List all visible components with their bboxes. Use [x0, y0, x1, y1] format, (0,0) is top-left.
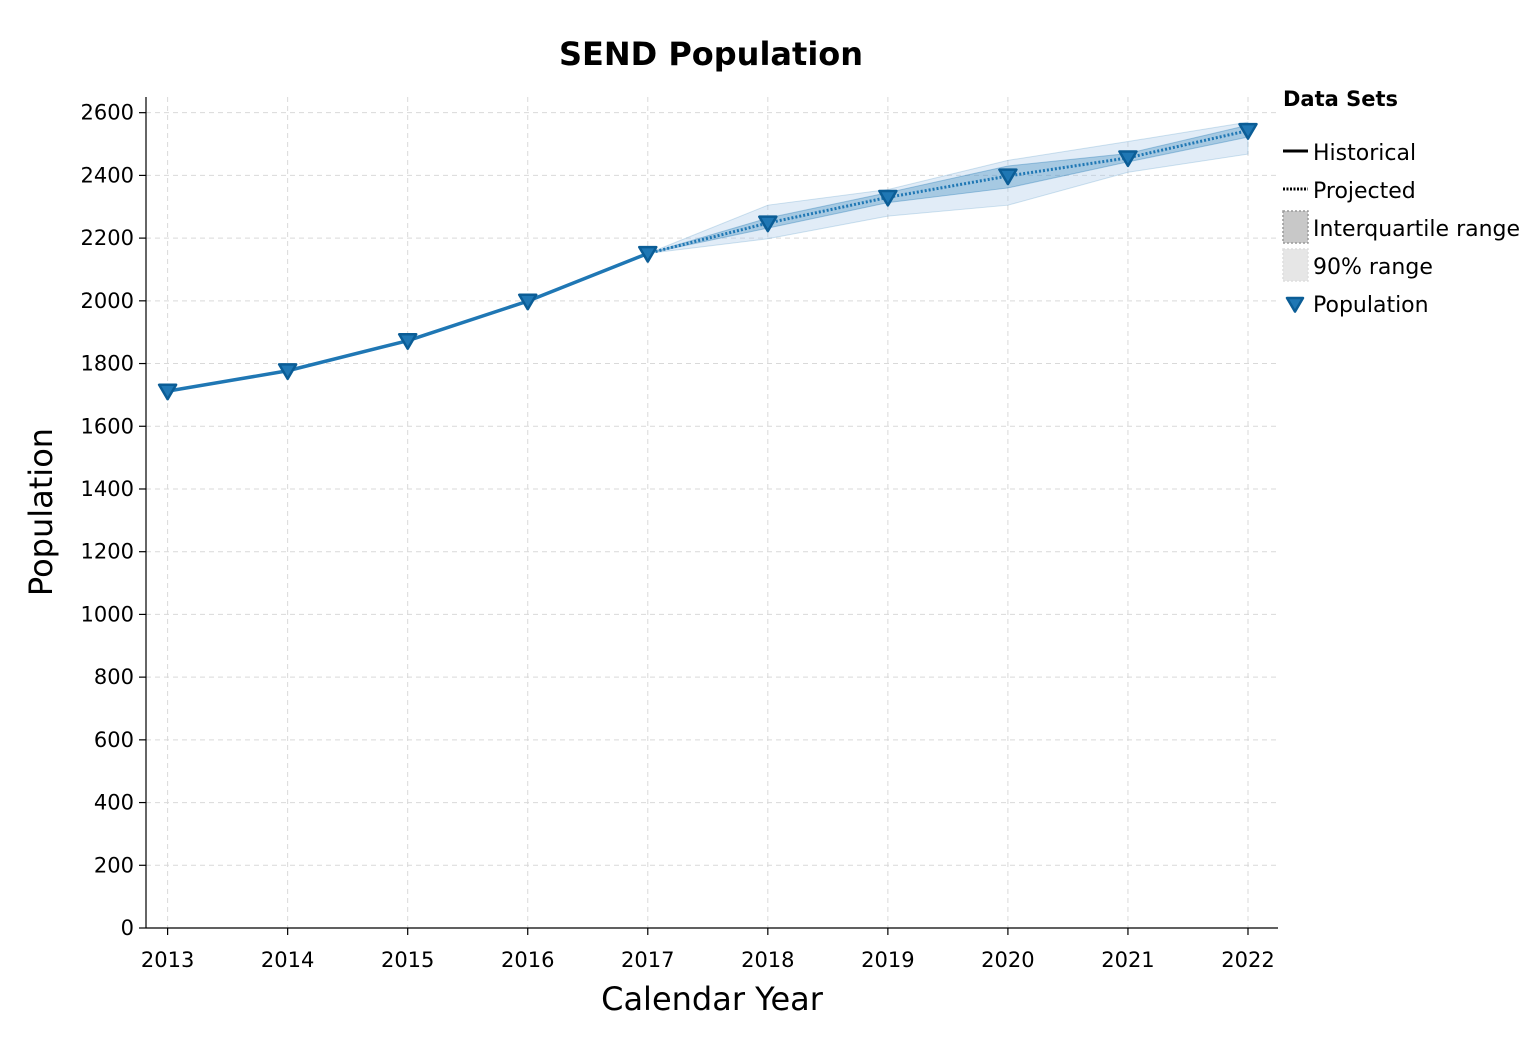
- x-tick-label: 2018: [741, 948, 794, 972]
- y-tick-label: 800: [94, 665, 134, 689]
- population-markers: [157, 122, 1258, 401]
- population-marker: [517, 293, 538, 311]
- y-tick-label: 600: [94, 728, 134, 752]
- y-tick-label: 2400: [81, 163, 134, 187]
- x-tick-label: 2016: [501, 948, 554, 972]
- axes: 0 200 400 600 800 1000 1200 1400 1600 1800 2000 220…: [81, 97, 1278, 972]
- chart-title: SEND Population: [559, 35, 863, 73]
- population-marker: [1118, 150, 1138, 168]
- population-marker: [1238, 122, 1258, 140]
- population-marker: [277, 363, 298, 381]
- y-tick-label: 0: [121, 916, 134, 940]
- y-axis-title: Population: [22, 428, 60, 596]
- population-marker: [998, 168, 1018, 186]
- legend: Data Sets Historical Projected Interquarti…: [1282, 87, 1520, 318]
- legend-swatch-population: [1285, 296, 1305, 313]
- legend-swatch-range-90: [1282, 248, 1309, 282]
- x-tick-label: 2019: [861, 948, 914, 972]
- legend-label: 90% range: [1313, 255, 1433, 280]
- y-tick-label: 200: [94, 853, 134, 877]
- legend-label: Historical: [1313, 141, 1416, 166]
- y-tick-label: 2200: [81, 226, 134, 250]
- legend-label: Projected: [1313, 179, 1416, 204]
- x-tick-label: 2015: [381, 948, 434, 972]
- x-tick-label: 2014: [261, 948, 314, 972]
- legend-swatch-interquartile: [1282, 210, 1309, 244]
- x-axis-title: Calendar Year: [601, 980, 824, 1018]
- x-tick-label: 2013: [141, 948, 194, 972]
- legend-label: Interquartile range: [1313, 217, 1520, 242]
- population-marker: [878, 189, 898, 207]
- population-marker: [157, 383, 178, 401]
- uncertainty-bands: [647, 121, 1249, 254]
- x-tick-label: 2022: [1221, 948, 1274, 972]
- x-tick-label: 2020: [981, 948, 1034, 972]
- y-tick-label: 2000: [81, 289, 134, 313]
- population-marker: [397, 333, 418, 350]
- x-tick-label: 2017: [621, 948, 674, 972]
- y-tick-label: 1200: [81, 540, 134, 564]
- y-tick-label: 1000: [81, 602, 134, 626]
- y-tick-label: 1800: [81, 352, 134, 376]
- grid: [146, 97, 1278, 928]
- y-tick-label: 400: [94, 791, 134, 815]
- y-tick-label: 1400: [81, 477, 134, 501]
- population-marker: [638, 245, 658, 263]
- y-tick-label: 1600: [81, 414, 134, 438]
- population-marker: [758, 215, 778, 233]
- legend-label: Population: [1313, 293, 1429, 318]
- y-tick-label: 2600: [81, 101, 134, 125]
- legend-title: Data Sets: [1283, 87, 1398, 111]
- x-tick-label: 2021: [1101, 948, 1154, 972]
